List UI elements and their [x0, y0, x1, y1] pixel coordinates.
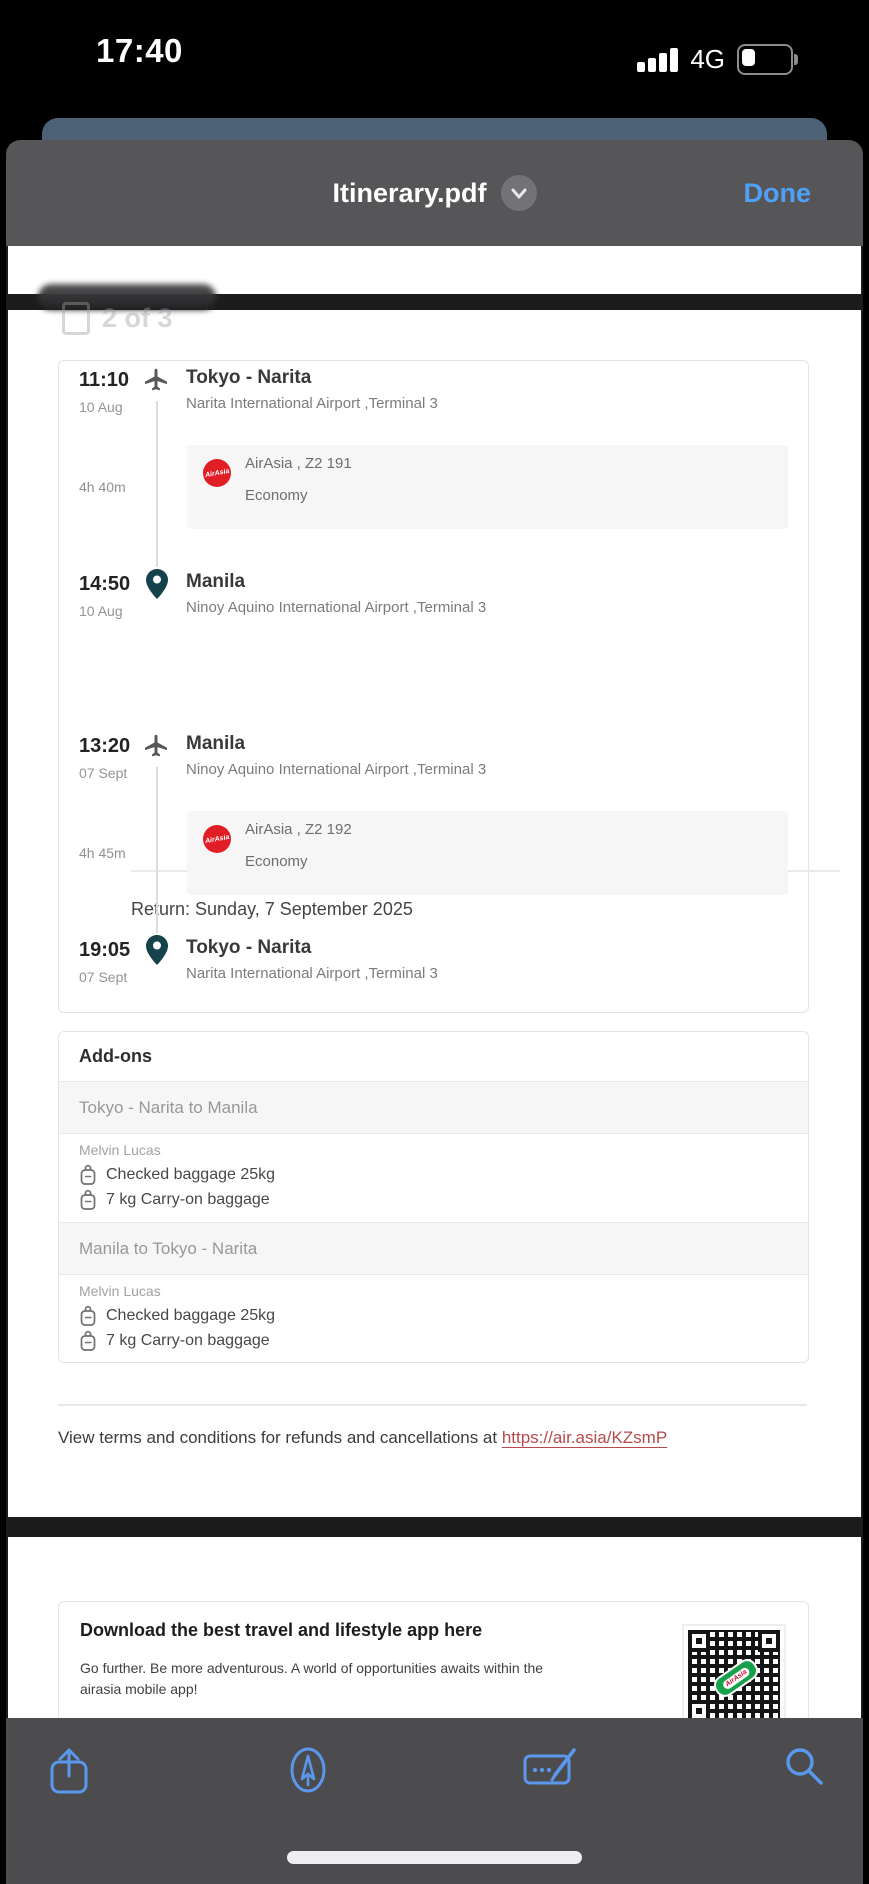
status-time: 17:40 [96, 32, 183, 69]
search-button[interactable] [780, 1742, 828, 1795]
return-segment: 13:20 07 Sept Manila Ninoy Aquino Intern… [59, 733, 808, 995]
arrive-city: Manila [186, 571, 246, 592]
flight-itinerary-card: 11:10 10 Aug Tokyo - Narita Narita Inter… [58, 360, 840, 1013]
baggage-icon [80, 1305, 96, 1326]
arrive-airport: Narita International Airport ,Terminal 3 [186, 965, 438, 982]
addon-item: Checked baggage 25kg [79, 1303, 788, 1328]
depart-time: 11:10 [79, 369, 130, 391]
status-right-cluster: 4G [637, 44, 798, 75]
cabin-class: Economy [245, 853, 308, 870]
return-heading: Return: Sunday, 7 September 2025 [131, 899, 413, 919]
arrive-city: Tokyo - Narita [186, 937, 312, 958]
depart-city: Manila [186, 733, 246, 754]
airasia-logo: AirAsia [203, 459, 231, 487]
cabin-class: Economy [245, 487, 308, 504]
battery-icon [737, 44, 798, 75]
download-title: Download the best travel and lifestyle a… [80, 1620, 483, 1640]
flight-number: AirAsia , Z2 191 [245, 455, 352, 472]
depart-time: 13:20 [79, 735, 131, 757]
document-title: Itinerary.pdf [332, 177, 487, 208]
addons-route-band: Tokyo - Narita to Manila [59, 1082, 808, 1134]
location-pin-icon [146, 569, 168, 604]
depart-city: Tokyo - Narita [186, 367, 312, 388]
pdf-viewer-sheet: Itinerary.pdf Done 2 of 3 11:10 [6, 140, 863, 1884]
addons-passenger-block: Melvin Lucas Checked baggage 25kg 7 kg C… [59, 1134, 808, 1223]
arrive-date: 07 Sept [79, 969, 128, 985]
pdf-header: Itinerary.pdf Done [6, 140, 863, 246]
arrive-time: 19:05 [79, 939, 131, 961]
page-icon [62, 302, 90, 335]
depart-date: 07 Sept [79, 765, 128, 781]
signal-bars-icon [637, 47, 679, 72]
location-pin-icon [146, 935, 168, 970]
terms-text: View terms and conditions for refunds an… [58, 1428, 668, 1447]
flight-info-box: AirAsia AirAsia , Z2 192 Economy [187, 811, 788, 895]
flight-duration: 4h 40m [79, 479, 126, 495]
status-bar: 17:40 4G [0, 0, 869, 116]
share-icon [50, 1748, 88, 1794]
pdf-toolbar [6, 1718, 863, 1884]
signature-icon [523, 1748, 576, 1785]
addon-item: Checked baggage 25kg [79, 1162, 788, 1187]
flight-info-box: AirAsia AirAsia , Z2 191 Economy [187, 445, 788, 529]
addons-passenger-block: Melvin Lucas Checked baggage 25kg 7 kg C… [59, 1275, 808, 1362]
share-button[interactable] [46, 1742, 92, 1803]
done-button[interactable]: Done [743, 177, 812, 208]
depart-airport: Narita International Airport ,Terminal 3 [186, 395, 438, 412]
baggage-icon [80, 1189, 96, 1210]
passenger-name: Melvin Lucas [79, 1283, 161, 1299]
baggage-icon [80, 1330, 96, 1351]
timeline-line [156, 767, 158, 933]
flight-duration: 4h 45m [79, 845, 126, 861]
download-body: Go further. Be more adventurous. A world… [80, 1660, 544, 1697]
airasia-logo: AirAsia [203, 825, 231, 853]
addon-item: 7 kg Carry-on baggage [79, 1328, 788, 1353]
arrive-date: 10 Aug [79, 603, 123, 619]
depart-airport: Ninoy Aquino International Airport ,Term… [186, 761, 487, 778]
addon-item: 7 kg Carry-on baggage [79, 1187, 788, 1212]
network-type-label: 4G [690, 44, 725, 74]
page-indicator: 2 of 3 [62, 302, 173, 335]
plane-icon [143, 733, 169, 764]
home-indicator[interactable] [287, 1851, 582, 1864]
arrive-time: 14:50 [79, 573, 131, 595]
addons-route-band: Manila to Tokyo - Narita [59, 1223, 808, 1275]
markup-icon [290, 1747, 326, 1793]
terms-divider [58, 1404, 807, 1406]
addons-title: Add-ons [59, 1032, 808, 1082]
outbound-segment: 11:10 10 Aug Tokyo - Narita Narita Inter… [59, 367, 808, 629]
arrive-airport: Ninoy Aquino International Airport ,Term… [186, 599, 487, 616]
plane-icon [143, 367, 169, 398]
markup-button[interactable] [284, 1742, 332, 1803]
terms-link[interactable]: https://air.asia/KZsmP [501, 1428, 668, 1447]
signature-button[interactable] [522, 1742, 580, 1797]
flight-number: AirAsia , Z2 192 [245, 821, 352, 838]
page-indicator-pill [38, 284, 216, 310]
download-app-card: Download the best travel and lifestyle a… [58, 1601, 809, 1735]
chevron-down-icon [511, 188, 527, 199]
depart-date: 10 Aug [79, 399, 123, 415]
baggage-icon [80, 1164, 96, 1185]
search-icon [786, 1748, 823, 1785]
addons-card: Add-ons Tokyo - Narita to Manila Melvin … [58, 1031, 809, 1363]
passenger-name: Melvin Lucas [79, 1142, 161, 1158]
qr-code: AirAsia [682, 1624, 786, 1728]
title-menu-button[interactable] [500, 175, 537, 211]
timeline-line [156, 401, 158, 567]
